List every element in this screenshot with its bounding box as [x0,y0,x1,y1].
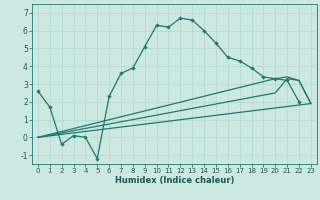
X-axis label: Humidex (Indice chaleur): Humidex (Indice chaleur) [115,176,234,185]
